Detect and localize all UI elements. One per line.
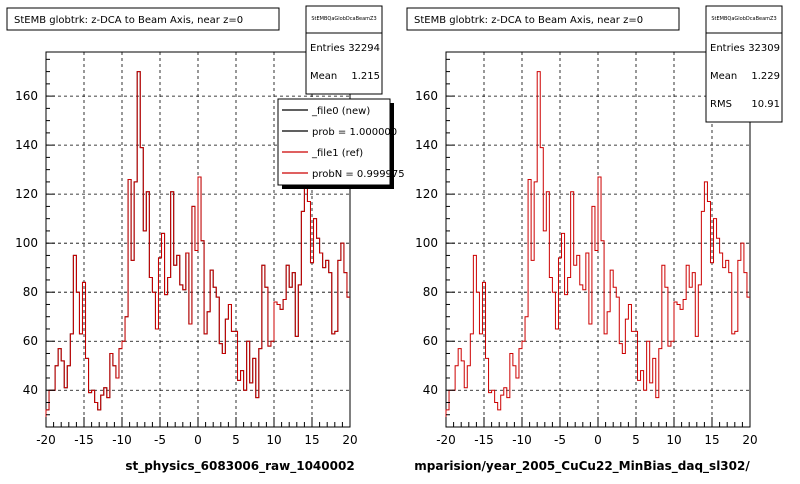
- right-stats-mean-value: 1.229: [751, 71, 780, 82]
- legend-entry: _file1 (ref): [311, 148, 363, 159]
- left-x-tick-label: 5: [232, 433, 240, 447]
- right-stats-mean-label: Mean: [710, 71, 737, 82]
- right-y-tick-label: 100: [415, 236, 438, 250]
- left-x-tick-label: 0: [194, 433, 202, 447]
- right-x-tick-label: -5: [554, 433, 566, 447]
- left-x-tick-label: 20: [342, 433, 357, 447]
- right-pad: -20 -15 -10 -5 0 5 10 15 20 40 60 80 100 120 140 160 St…: [406, 5, 783, 474]
- left-y-tick-label: 40: [23, 383, 38, 397]
- left-x-tick-label: -20: [36, 433, 56, 447]
- left-y-tick-label: 160: [15, 89, 38, 103]
- right-x-tick-label: -10: [512, 433, 532, 447]
- right-stats-entries-value: 32309: [748, 43, 780, 54]
- right-y-tick-label: 80: [423, 285, 438, 299]
- right-title: StEMB globtrk: z-DCA to Beam Axis, near …: [414, 15, 643, 26]
- right-histograms: [445, 71, 750, 427]
- left-x-tick-label: -5: [154, 433, 166, 447]
- left-y-tick-label: 60: [23, 334, 38, 348]
- left-x-tick-label: -10: [112, 433, 132, 447]
- legend-entry: probN = 0.999975: [312, 169, 405, 180]
- right-axes: -20 -15 -10 -5 0 5 10 15 20 40 60 80 100 120 140 160: [415, 58, 758, 447]
- right-y-tick-label: 40: [423, 383, 438, 397]
- left-x-tick-label: -15: [74, 433, 94, 447]
- right-y-tick-label: 160: [415, 89, 438, 103]
- right-title-box: [406, 7, 680, 31]
- left-x-title: st_physics_6083006_raw_1040002: [125, 459, 354, 474]
- right-stats-name: StEMBQaGlobDcaBeamZ3: [711, 16, 776, 22]
- right-x-tick-label: 5: [632, 433, 640, 447]
- right-y-tick-label: 140: [415, 138, 438, 152]
- left-histograms: [45, 71, 350, 427]
- right-stats-rms-value: 10.91: [751, 99, 780, 110]
- right-stats-entries-label: Entries: [710, 43, 745, 54]
- legend-entry: _file0 (new): [311, 106, 370, 117]
- legend-entry: prob = 1.000000: [312, 127, 397, 138]
- right-x-tick-label: 15: [704, 433, 719, 447]
- left-series-line-1: [45, 71, 350, 427]
- right-x-title: mparision/year_2005_CuCu22_MinBias_daq_s…: [414, 459, 750, 474]
- right-stats-box: StEMBQaGlobDcaBeamZ3 Entries 32309 Mean …: [705, 5, 783, 123]
- left-stats-mean-label: Mean: [310, 71, 337, 82]
- right-y-tick-label: 60: [423, 334, 438, 348]
- right-stats-rms-label: RMS: [710, 99, 732, 110]
- right-x-tick-label: 10: [666, 433, 681, 447]
- left-axes: -20 -15 -10 -5 0 5 10 15 20 40 60 80 100 120 140 160: [15, 58, 358, 447]
- right-x-tick-label: -15: [474, 433, 494, 447]
- left-title-box: [6, 7, 280, 31]
- left-stats-name: StEMBQaGlobDcaBeamZ3: [311, 16, 376, 22]
- left-stats-mean-value: 1.215: [351, 71, 380, 82]
- left-stats-entries-label: Entries: [310, 43, 345, 54]
- left-y-tick-label: 140: [15, 138, 38, 152]
- left-x-tick-label: 15: [304, 433, 319, 447]
- left-x-tick-label: 10: [266, 433, 281, 447]
- right-series-line-0: [445, 71, 750, 427]
- left-pad: -20 -15 -10 -5 0 5 10 15 20 40 60 80 100 120 140 160 St…: [6, 5, 405, 474]
- right-y-tick-label: 120: [415, 187, 438, 201]
- left-stats-entries-value: 32294: [348, 43, 380, 54]
- left-stats-box: StEMBQaGlobDcaBeamZ3 Entries 32294 Mean …: [305, 5, 383, 95]
- left-legend: _file0 (new) prob = 1.000000 _file1 (ref) p…: [277, 98, 405, 189]
- right-x-tick-label: 20: [742, 433, 757, 447]
- left-title: StEMB globtrk: z-DCA to Beam Axis, near …: [14, 15, 243, 26]
- left-grid: [46, 52, 350, 427]
- left-y-tick-label: 100: [15, 236, 38, 250]
- left-y-tick-label: 80: [23, 285, 38, 299]
- right-x-tick-label: 0: [594, 433, 602, 447]
- right-x-tick-label: -20: [436, 433, 456, 447]
- left-y-tick-label: 120: [15, 187, 38, 201]
